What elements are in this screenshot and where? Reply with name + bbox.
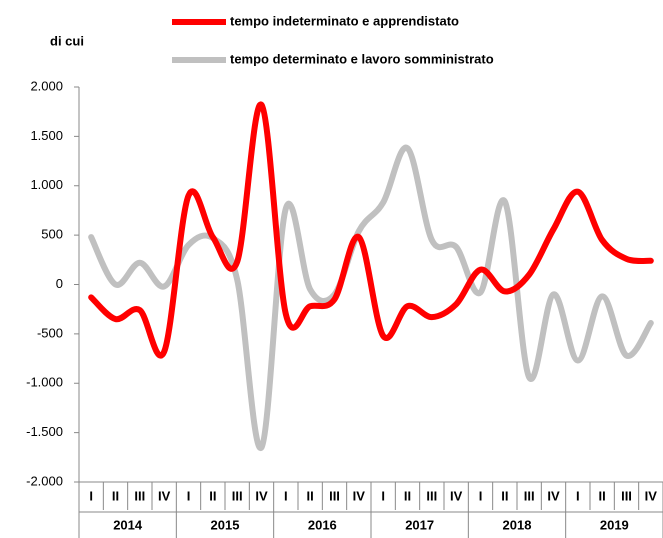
x-tick-label: IV	[353, 488, 366, 503]
x-tick-label: II	[404, 488, 411, 503]
y-tick-label: -500	[37, 325, 63, 340]
chart-subtitle: di cui	[50, 33, 84, 48]
x-tick-label: IV	[158, 488, 171, 503]
x-tick-label: III	[621, 488, 632, 503]
x-tick-label: I	[381, 488, 385, 503]
y-tick-label: -1.500	[26, 424, 63, 439]
x-tick-label: III	[426, 488, 437, 503]
x-tick-label: III	[134, 488, 145, 503]
year-label: 2014	[113, 517, 143, 532]
y-tick-label: 2.000	[30, 78, 63, 93]
y-tick-label: 500	[41, 227, 63, 242]
year-label: 2018	[503, 517, 532, 532]
y-tick-label: -2.000	[26, 473, 63, 488]
series-line	[88, 144, 654, 451]
x-tick-label: II	[599, 488, 606, 503]
legend-label: tempo indeterminato e apprendistato	[230, 13, 459, 28]
x-tick-label: I	[89, 488, 93, 503]
series-line	[88, 101, 654, 359]
y-tick-label: 1.500	[30, 128, 63, 143]
x-tick-label: II	[209, 488, 216, 503]
legend-label: tempo determinato e lavoro somministrato	[230, 51, 494, 66]
x-tick-label: IV	[450, 488, 463, 503]
x-tick-label: IV	[645, 488, 658, 503]
x-tick-label: I	[576, 488, 580, 503]
x-tick-label: II	[307, 488, 314, 503]
year-label: 2015	[211, 517, 240, 532]
year-label: 2016	[308, 517, 337, 532]
x-tick-label: III	[232, 488, 243, 503]
x-tick-label: II	[501, 488, 508, 503]
y-tick-label: 0	[56, 276, 63, 291]
x-tick-label: III	[524, 488, 535, 503]
x-tick-label: I	[284, 488, 288, 503]
x-tick-label: IV	[255, 488, 268, 503]
y-tick-label: -1.000	[26, 375, 63, 390]
x-tick-label: II	[112, 488, 119, 503]
x-tick-label: I	[187, 488, 191, 503]
x-tick-label: IV	[547, 488, 560, 503]
year-label: 2019	[600, 517, 629, 532]
x-tick-label: I	[479, 488, 483, 503]
y-tick-label: 1.000	[30, 177, 63, 192]
x-tick-label: III	[329, 488, 340, 503]
year-label: 2017	[405, 517, 434, 532]
